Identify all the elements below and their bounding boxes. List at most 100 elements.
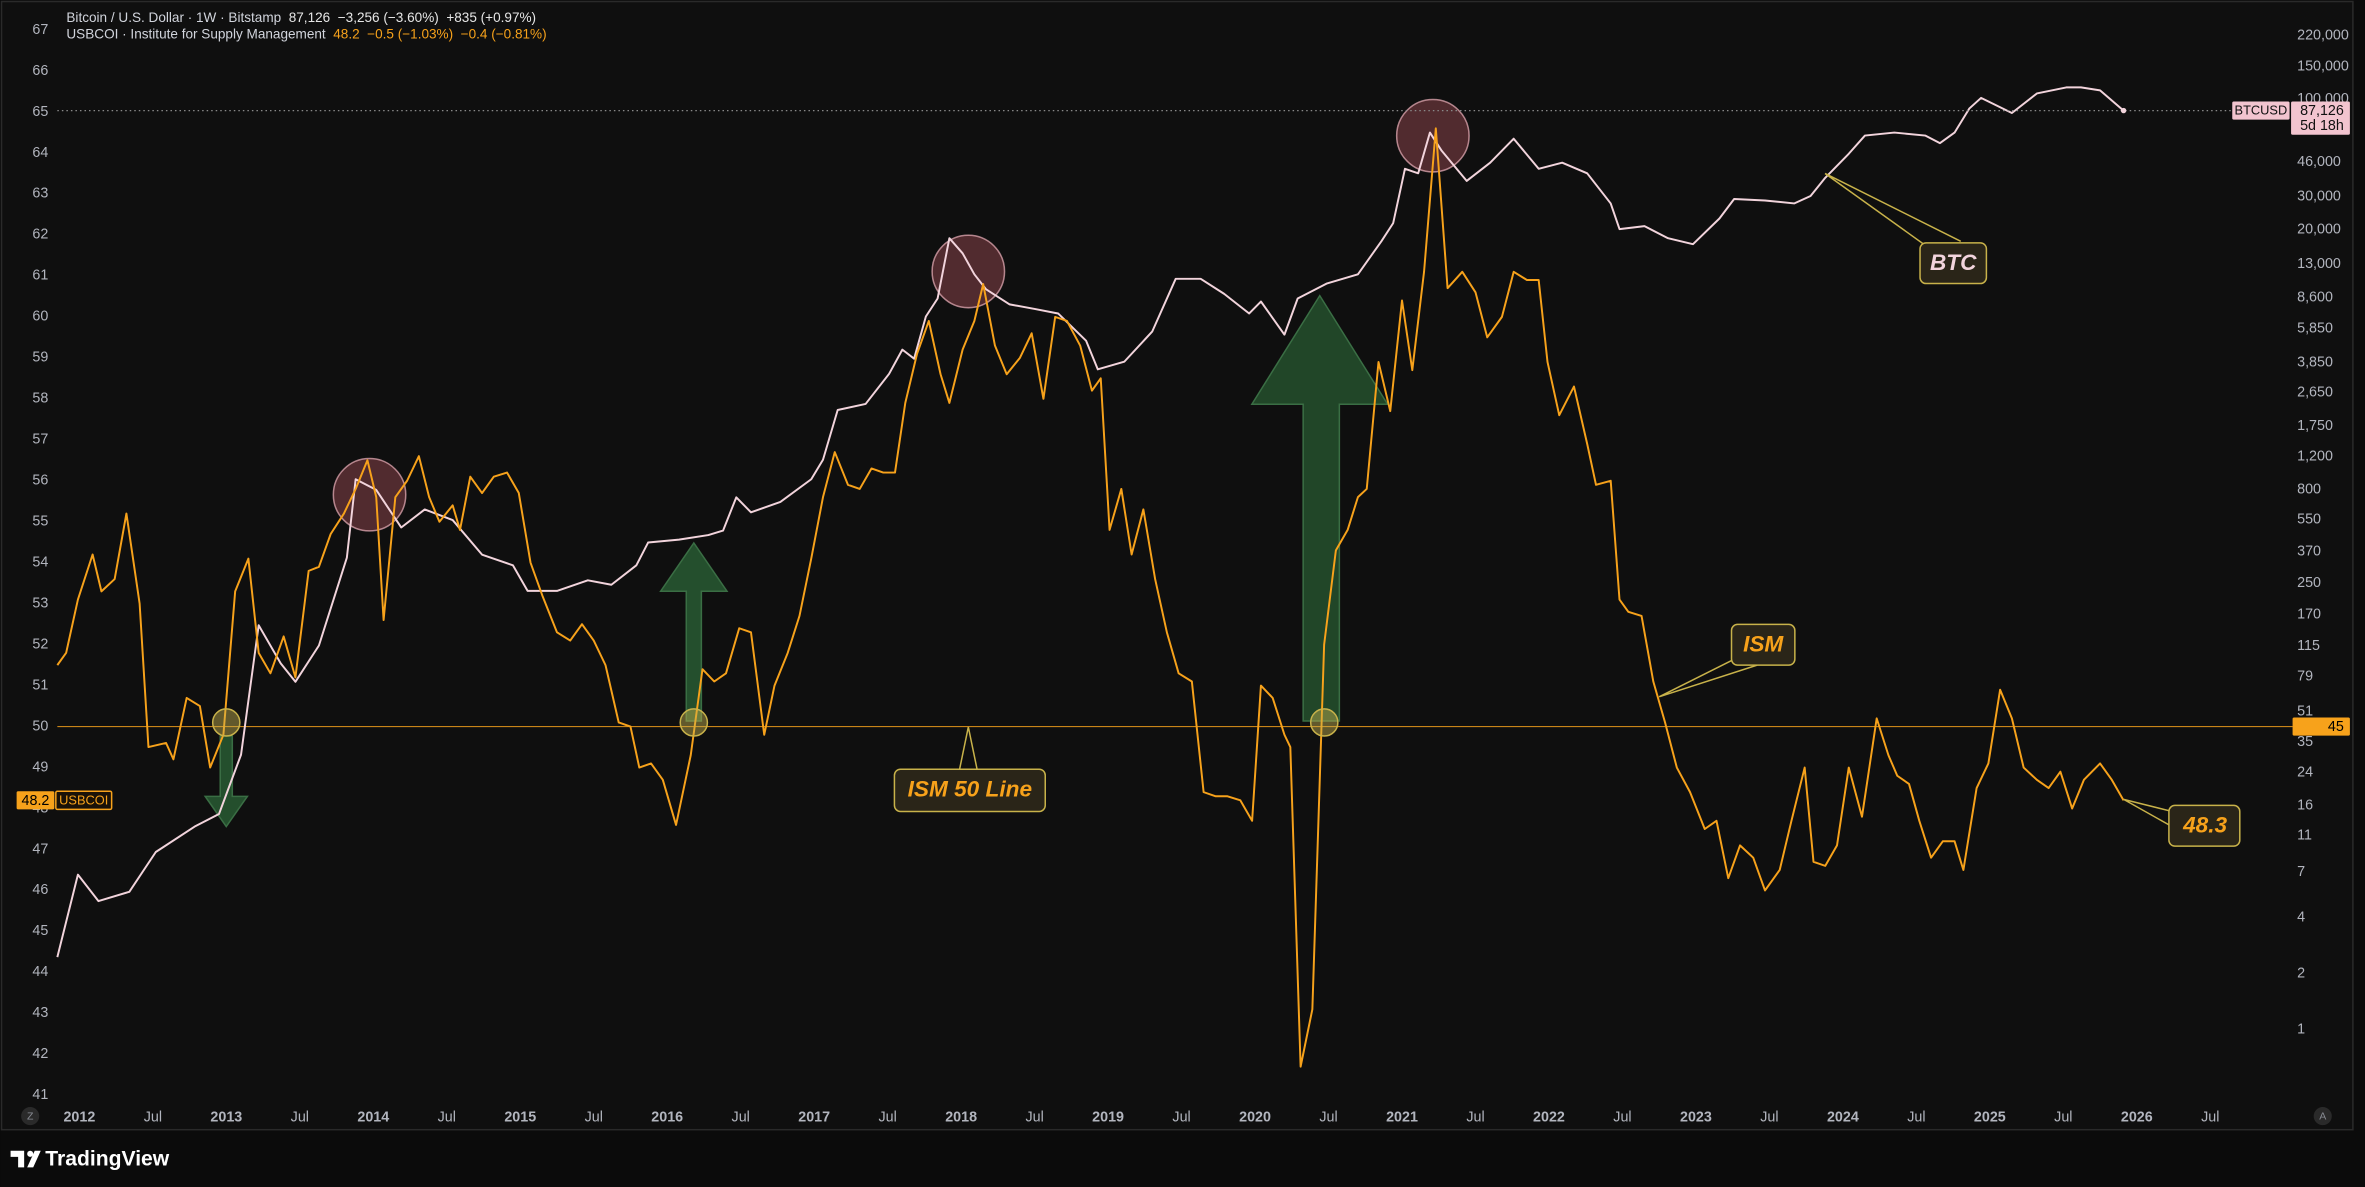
y-tick-label: 53 [32,595,48,611]
y-tick-label: 51 [32,677,48,693]
y-tick-label: 62 [32,227,48,243]
crossing-marker [679,708,709,737]
legend-name: Bitcoin / U.S. Dollar · 1W · Bitstamp [66,10,281,25]
control-label[interactable]: Z [27,1111,34,1123]
callout-pointer [1824,172,1962,247]
legend-stat: +835 (+0.97%) [446,10,536,25]
x-tick-label: 2012 [63,1109,95,1125]
plot-area [56,86,2293,1068]
legend-stat: 48.2 [333,26,359,41]
x-tick-label: Jul [1613,1109,1631,1125]
y-tick-label: 60 [32,309,48,325]
x-tick-label: Jul [291,1109,309,1125]
annotation-layer: BTC ISM ISM 50 Line 48.3 [211,172,2241,847]
y-tick-label: 56 [32,473,48,489]
y2-tick-label: 8,600 [2297,289,2333,305]
y2-tick-label: 35 [2297,734,2313,750]
y-tick-label: 66 [32,63,48,79]
y2-tick-label: 3,850 [2297,354,2333,370]
x-tick-label: 2023 [1680,1109,1712,1125]
last-point [2120,107,2127,114]
y-tick-label: 67 [32,22,48,38]
y2-tick-label: 370 [2297,544,2321,560]
legend-stat: −0.4 (−0.81%) [461,26,547,41]
y2-tick-label: 220,000 [2297,28,2349,44]
y-tick-label: 64 [32,145,48,161]
x-tick-label: Jul [732,1109,750,1125]
reference-label-box [2292,717,2350,736]
callout-text: BTC [1930,250,1977,275]
y-tick-label: 41 [32,1087,48,1103]
y2-tick-label: 150,000 [2297,58,2349,74]
y-tick-label: 63 [32,186,48,202]
y-tick-label: 45 [32,923,48,939]
y2-tick-label: 2,650 [2297,385,2333,401]
y2-tick-label: 2 [2297,965,2305,981]
x-tick-label: Jul [1907,1109,1925,1125]
series-line [56,86,2125,958]
legend-stat: −3,256 (−3.60%) [338,10,439,25]
x-tick-label: 2020 [1239,1109,1271,1125]
callout-box [1919,242,1988,285]
y2-tick-label: 250 [2297,575,2321,591]
y2-tick-label: 16 [2297,797,2313,813]
y2-tick-label: 13,000 [2297,256,2341,272]
symbol-box [55,790,113,811]
x-tick-label: Jul [1319,1109,1337,1125]
callout-text: ISM [1743,632,1784,657]
legend-stat: 87,126 [289,10,330,25]
arrow-down [203,735,249,828]
control-button[interactable] [21,1107,40,1126]
brand-logo-dot [27,1150,34,1157]
y-tick-label: 65 [32,104,48,120]
arrow-up [1250,294,1389,722]
x-tick-label: 2024 [1827,1109,1859,1125]
symbol-label: USBCOI [59,792,108,807]
y-tick-label: 43 [32,1005,48,1021]
callout-pointer [2123,798,2173,828]
y2-tick-label: 115 [2297,638,2320,654]
y-tick-label: 46 [32,882,48,898]
legend-entry: USBCOI · Institute for Supply Management… [66,26,546,41]
y2-tick-label: 170 [2297,606,2321,622]
control-label[interactable]: A [2319,1111,2327,1123]
y2-tick-label: 1 [2297,1021,2305,1037]
chart-panel [0,0,2354,1131]
y-tick-label: 42 [32,1046,48,1062]
x-tick-label: 2022 [1533,1109,1565,1125]
callout-pointer [958,726,979,771]
y-tick-label: 44 [32,964,48,980]
price-label: 48.2 [22,793,50,809]
symbol-label: BTCUSD [2235,103,2288,118]
x-tick-label: Jul [1466,1109,1484,1125]
control-button[interactable] [2313,1107,2332,1126]
x-tick-label: 2019 [1092,1109,1124,1125]
y2-tick-label: 51 [2297,704,2313,720]
brand-logo [10,1150,41,1168]
crossing-marker [211,708,241,737]
y2-tick-label: 800 [2297,481,2321,497]
callout-text: ISM 50 Line [908,776,1032,801]
x-tick-label: 2017 [798,1109,830,1125]
series-line [56,127,2125,1068]
x-tick-label: 2025 [1974,1109,2006,1125]
y2-tick-label: 4 [2297,909,2305,925]
callout-pointer [1658,658,1758,698]
y2-tick-label: 550 [2297,512,2321,528]
crossing-marker [1309,708,1339,737]
y2-tick-label: 5,850 [2297,321,2333,337]
y-tick-label: 58 [32,391,48,407]
x-tick-label: Jul [2054,1109,2072,1125]
x-tick-label: 2014 [357,1109,389,1125]
callout-box [1730,623,1796,666]
price-box [16,791,55,810]
x-tick-label: Jul [1025,1109,1043,1125]
reference-label: 45 [2328,719,2344,735]
y-tick-label: 59 [32,350,48,366]
legend-name: USBCOI · Institute for Supply Management [66,26,326,41]
callout-text: 48.3 [2182,812,2227,837]
x-tick-label: Jul [1760,1109,1778,1125]
legend-stat: −0.5 (−1.03%) [367,26,453,41]
y2-tick-label: 11 [2297,828,2312,844]
